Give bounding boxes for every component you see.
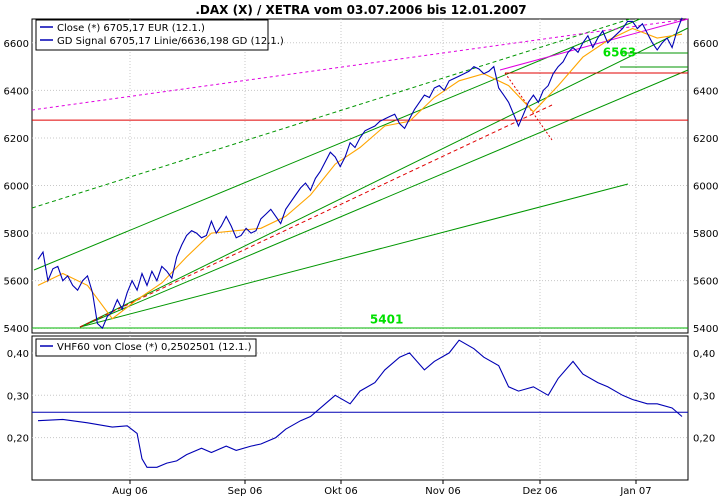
price-legend-label: Close (*) 6705,17 EUR (12.1.) xyxy=(57,23,205,34)
data-label: 5401 xyxy=(370,313,403,327)
price-tick-right: 5800 xyxy=(693,229,718,240)
vhf-tick-right: 0,20 xyxy=(693,434,715,445)
price-tick-right: 6000 xyxy=(693,182,718,193)
data-label: 6563 xyxy=(603,46,636,60)
x-tick-label: Okt 06 xyxy=(324,486,358,497)
vhf-tick-left: 0,30 xyxy=(7,391,29,402)
vhf-tick-right: 0,30 xyxy=(693,391,715,402)
price-legend-box xyxy=(35,19,269,51)
price-tick-left: 6000 xyxy=(4,182,29,193)
vhf-tick-left: 0,20 xyxy=(7,434,29,445)
price-tick-left: 6400 xyxy=(4,86,29,97)
price-tick-right: 6200 xyxy=(693,134,718,145)
vhf-legend-box xyxy=(35,338,257,357)
price-tick-right: 5600 xyxy=(693,277,718,288)
vhf-tick-right: 0,40 xyxy=(693,349,715,360)
price-tick-left: 5800 xyxy=(4,229,29,240)
chart-title: .DAX (X) / XETRA vom 03.07.2006 bis 12.0… xyxy=(195,3,526,17)
price-tick-left: 6200 xyxy=(4,134,29,145)
trend-line xyxy=(79,104,553,328)
price-tick-left: 6600 xyxy=(4,39,29,50)
price-tick-left: 5600 xyxy=(4,277,29,288)
trend-line xyxy=(79,69,689,328)
vhf-tick-left: 0,40 xyxy=(7,349,29,360)
series-line-close xyxy=(37,17,683,330)
x-tick-label: Jan 07 xyxy=(619,486,651,497)
price-legend-label: GD Signal 6705,17 Linie/6636,198 GD (12.… xyxy=(57,36,284,47)
series-line-gd-signal xyxy=(37,27,683,320)
vhf-legend-label: VHF60 von Close (*) 0,2502501 (12.1.) xyxy=(57,342,252,353)
x-tick-label: Sep 06 xyxy=(228,486,263,497)
price-tick-right: 6400 xyxy=(693,86,718,97)
series-line-vhf60 xyxy=(37,339,683,468)
trend-line xyxy=(33,18,641,271)
trend-line xyxy=(31,18,689,111)
x-tick-label: Aug 06 xyxy=(112,486,147,497)
x-tick-label: Nov 06 xyxy=(425,486,460,497)
price-tick-right: 5400 xyxy=(693,324,718,335)
trend-line xyxy=(79,183,629,328)
x-tick-label: Dez 06 xyxy=(522,486,557,497)
price-tick-right: 6600 xyxy=(693,39,718,50)
trend-line xyxy=(79,27,689,328)
price-tick-left: 5400 xyxy=(4,324,29,335)
